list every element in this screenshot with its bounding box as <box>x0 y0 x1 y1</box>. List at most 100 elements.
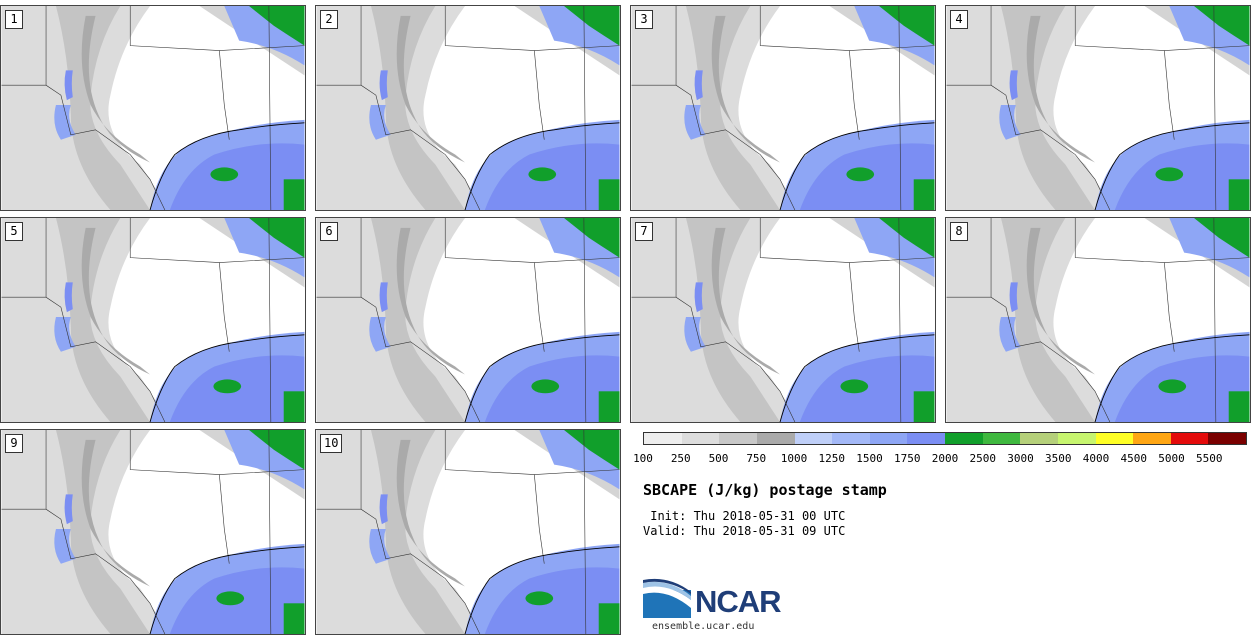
colorbar-segment <box>1095 433 1134 444</box>
west-texas-cape-area <box>64 282 73 313</box>
cape-map <box>1 6 305 210</box>
member-number: 6 <box>320 222 338 241</box>
low-cape-area <box>55 430 151 634</box>
colorbar-tick-label: 2500 <box>969 452 997 465</box>
plot-title: SBCAPE (J/kg) postage stamp <box>643 481 887 499</box>
colorbar-tick-label: 3000 <box>1007 452 1034 465</box>
cape-map <box>316 6 620 210</box>
high-cape-area <box>1194 218 1250 258</box>
west-texas-cape-area <box>369 529 391 564</box>
high-cape-area <box>283 179 305 210</box>
high-cape-area <box>564 430 620 470</box>
border-lines <box>316 430 620 634</box>
colorbar-tick-label: 100 <box>633 452 653 465</box>
low-cape-area <box>1026 227 1096 375</box>
colorbar-segment <box>907 433 945 444</box>
coastline <box>464 334 620 422</box>
high-cape-area <box>1155 167 1184 182</box>
colorbar-tick-label: 4500 <box>1120 452 1148 465</box>
stamp-panel-1: 1 <box>0 5 306 211</box>
low-cape-area <box>1000 6 1096 210</box>
stamp-panel-9: 9 <box>0 429 306 635</box>
site-url[interactable]: ensemble.ucar.edu <box>652 621 755 632</box>
stamp-panel-6: 6 <box>315 217 621 423</box>
low-cape-area <box>685 218 781 422</box>
colorbar-tick-label: 3500 <box>1045 452 1072 465</box>
high-cape-area <box>598 603 620 634</box>
coastline <box>149 334 305 422</box>
colorbar-tick-label: 5000 <box>1158 452 1185 465</box>
member-number: 9 <box>5 434 23 453</box>
west-texas-cape-area <box>64 494 73 525</box>
colorbar-segment <box>1170 433 1209 444</box>
colorbar-segment <box>644 433 682 444</box>
colorbar-segment <box>719 433 757 444</box>
high-cape-area <box>1158 379 1187 394</box>
stamp-panel-7: 7 <box>630 217 936 423</box>
colorbar-segment <box>1133 433 1171 444</box>
low-cape-area <box>685 6 781 210</box>
stamp-panel-3: 3 <box>630 5 936 211</box>
coastline <box>464 546 620 634</box>
colorbar-segment <box>945 433 983 444</box>
colorbar-segment <box>869 433 908 444</box>
member-number: 4 <box>950 10 968 29</box>
low-cape-area <box>370 218 466 422</box>
high-cape-area <box>913 179 935 210</box>
colorbar-segment <box>794 433 833 444</box>
cape-map <box>946 218 1250 422</box>
west-texas-cape-area <box>369 317 391 352</box>
high-cape-area <box>1194 6 1250 46</box>
colorbar-tick-label: 4000 <box>1082 452 1110 465</box>
high-cape-area <box>846 167 875 182</box>
coastline <box>1094 122 1250 210</box>
logo-wordmark: NCAR <box>695 584 782 619</box>
stamp-panel-8: 8 <box>945 217 1251 423</box>
member-number: 3 <box>635 10 653 29</box>
coastline <box>779 334 935 422</box>
ncar-logo: NCAR <box>643 578 793 620</box>
west-texas-cape-area <box>684 105 706 140</box>
high-cape-area <box>840 379 869 394</box>
colorbar-labels: 100 250 500 750 1000 1250 1500 1750 2000 2500 3000… <box>633 452 1253 466</box>
west-texas-cape-area <box>999 105 1021 140</box>
cape-map <box>316 218 620 422</box>
cape-map <box>631 6 935 210</box>
high-cape-area <box>283 391 305 422</box>
colorbar-tick-label: 1500 <box>856 452 883 465</box>
west-texas-cape-area <box>369 105 391 140</box>
coastline <box>149 546 305 634</box>
coastline <box>464 122 620 210</box>
low-cape-area <box>81 227 151 375</box>
cape-map <box>1 430 305 634</box>
cape-map <box>631 218 935 422</box>
low-cape-area <box>711 15 781 163</box>
low-cape-area <box>1026 15 1096 163</box>
high-cape-area <box>564 218 620 258</box>
west-texas-cape-area <box>379 282 388 313</box>
colorbar-segment <box>1208 433 1246 444</box>
low-cape-area <box>396 227 466 375</box>
high-cape-area <box>249 430 305 470</box>
cape-map <box>316 430 620 634</box>
ncar-swoosh-icon <box>643 578 691 618</box>
high-cape-area <box>598 179 620 210</box>
west-texas-cape-area <box>1009 70 1018 101</box>
colorbar-tick-label: 1250 <box>818 452 846 465</box>
colorbar-tick-label: 250 <box>670 452 691 465</box>
colorbar-segment <box>1020 433 1058 444</box>
border-lines <box>946 218 1250 422</box>
border-lines <box>631 218 935 422</box>
colorbar-tick-label: 500 <box>708 452 729 465</box>
border-lines <box>316 218 620 422</box>
west-texas-cape-area <box>64 70 73 101</box>
border-lines <box>1 430 305 634</box>
member-number: 5 <box>5 222 23 241</box>
high-cape-area <box>216 591 245 606</box>
high-cape-area <box>1228 179 1250 210</box>
west-texas-cape-area <box>694 70 703 101</box>
colorbar-segment <box>832 433 870 444</box>
coastline <box>779 122 935 210</box>
high-cape-area <box>210 167 239 182</box>
border-lines <box>946 6 1250 210</box>
